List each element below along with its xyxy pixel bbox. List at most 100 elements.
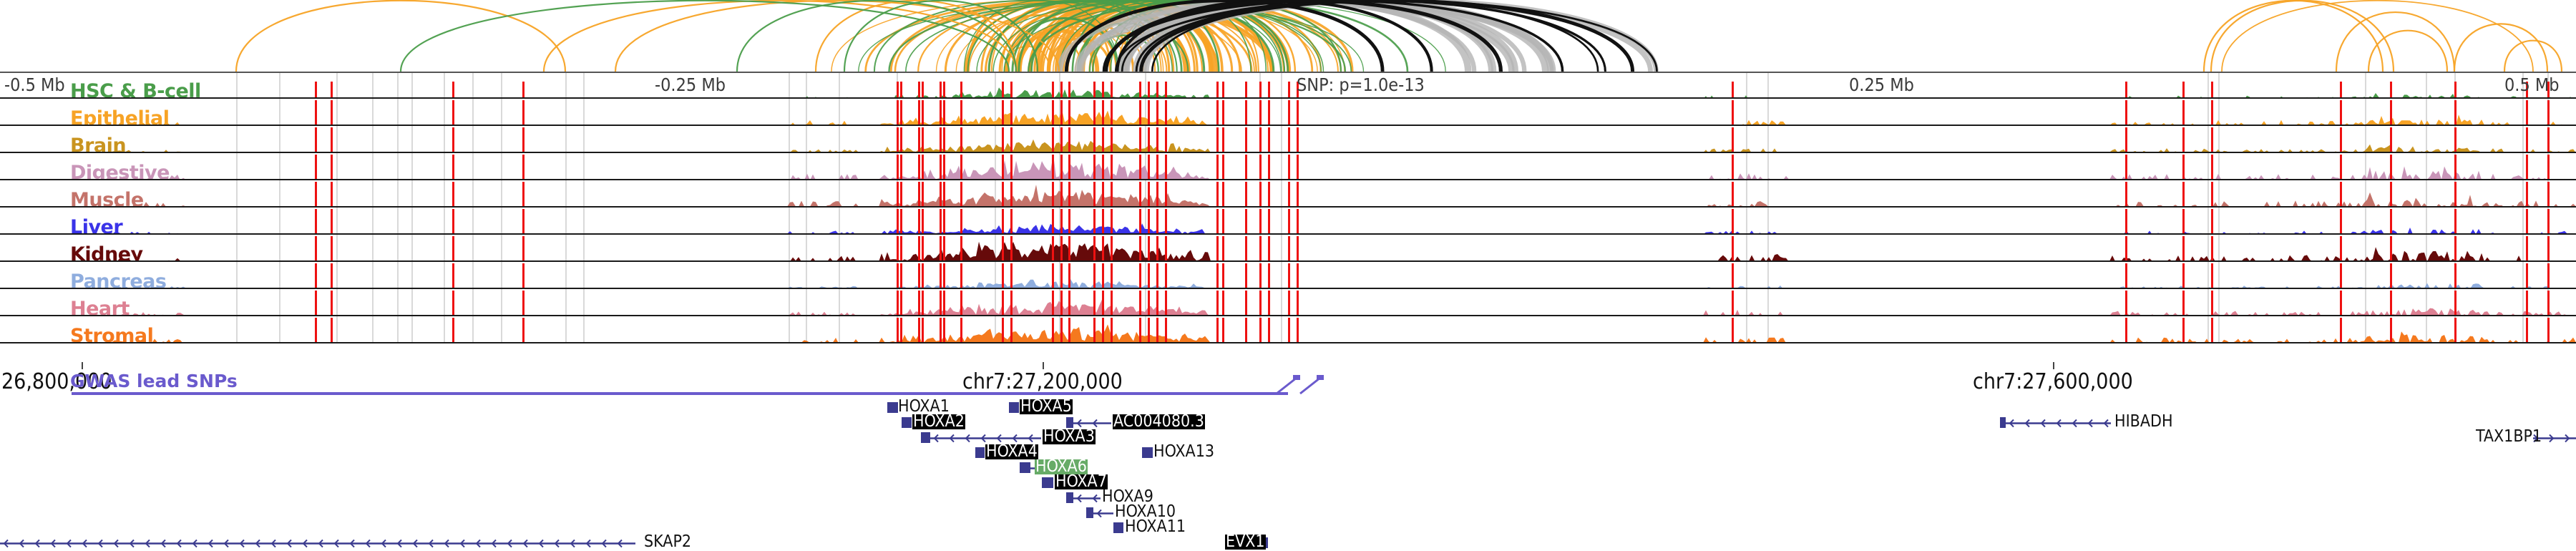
gene-hoxa2[interactable]: HOXA2 bbox=[0, 414, 2576, 431]
snp-marker[interactable] bbox=[1216, 291, 1219, 315]
gene-hoxa6[interactable]: HOXA6 bbox=[0, 459, 2576, 476]
snp-marker[interactable] bbox=[1216, 82, 1219, 97]
snp-marker[interactable] bbox=[2125, 236, 2127, 260]
snp-marker[interactable] bbox=[1060, 291, 1063, 315]
signal-track-hsc-b-cell[interactable]: HSC & B-cell -0.5 Mb -0.25 Mb SNP: p=1.0e-1… bbox=[0, 72, 2576, 99]
snp-marker[interactable] bbox=[1068, 291, 1070, 315]
snp-marker[interactable] bbox=[2125, 291, 2127, 315]
snp-marker[interactable] bbox=[960, 182, 962, 206]
snp-marker[interactable] bbox=[900, 291, 902, 315]
snp-marker[interactable] bbox=[1052, 127, 1054, 152]
snp-marker[interactable] bbox=[918, 318, 920, 342]
snp-marker[interactable] bbox=[1148, 100, 1150, 125]
snp-marker[interactable] bbox=[1060, 100, 1063, 125]
snp-marker[interactable] bbox=[1245, 263, 1247, 288]
snp-marker[interactable] bbox=[315, 263, 317, 288]
snp-marker[interactable] bbox=[2454, 182, 2457, 206]
snp-marker[interactable] bbox=[522, 100, 525, 125]
snp-marker[interactable] bbox=[2340, 263, 2342, 288]
snp-marker[interactable] bbox=[1052, 182, 1054, 206]
snp-marker[interactable] bbox=[922, 100, 924, 125]
snp-marker[interactable] bbox=[1297, 236, 1299, 260]
gene-label-hibadh[interactable]: HIBADH bbox=[2114, 412, 2173, 431]
gene-annotation-track[interactable]: HOXA1 HOXA5 HOXA2 AC004080.3 HOXA3 HOXA4 HOXA1… bbox=[0, 399, 2576, 550]
snp-marker[interactable] bbox=[900, 263, 902, 288]
snp-marker[interactable] bbox=[1245, 182, 1247, 206]
snp-marker[interactable] bbox=[1010, 318, 1013, 342]
snp-marker[interactable] bbox=[1222, 82, 1224, 97]
snp-marker[interactable] bbox=[1216, 155, 1219, 179]
snp-marker[interactable] bbox=[452, 209, 454, 233]
snp-marker[interactable] bbox=[331, 209, 333, 233]
snp-marker[interactable] bbox=[1139, 100, 1141, 125]
snp-marker[interactable] bbox=[918, 236, 920, 260]
snp-marker[interactable] bbox=[940, 209, 942, 233]
snp-marker[interactable] bbox=[1093, 155, 1096, 179]
snp-marker[interactable] bbox=[1297, 209, 1299, 233]
snp-marker[interactable] bbox=[1002, 318, 1004, 342]
snp-marker[interactable] bbox=[960, 82, 962, 97]
signal-track-epithelial[interactable]: Epithelial bbox=[0, 99, 2576, 126]
snp-marker[interactable] bbox=[1102, 291, 1104, 315]
snp-marker[interactable] bbox=[1216, 127, 1219, 152]
snp-marker[interactable] bbox=[918, 100, 920, 125]
snp-marker[interactable] bbox=[2340, 236, 2342, 260]
snp-marker[interactable] bbox=[2526, 155, 2528, 179]
gene-tax1bp1[interactable]: TAX1BP1 bbox=[0, 429, 2576, 446]
snp-marker[interactable] bbox=[2547, 155, 2550, 179]
snp-marker[interactable] bbox=[2390, 127, 2392, 152]
snp-marker[interactable] bbox=[1268, 100, 1270, 125]
snp-marker[interactable] bbox=[1093, 127, 1096, 152]
gene-label-hoxa7[interactable]: HOXA7 bbox=[1055, 472, 1108, 491]
signal-track-heart[interactable]: Heart bbox=[0, 289, 2576, 316]
snp-marker[interactable] bbox=[1093, 291, 1096, 315]
snp-marker[interactable] bbox=[1102, 209, 1104, 233]
snp-marker[interactable] bbox=[922, 318, 924, 342]
snp-marker[interactable] bbox=[1139, 318, 1141, 342]
snp-marker[interactable] bbox=[1222, 236, 1224, 260]
snp-marker[interactable] bbox=[1245, 209, 1247, 233]
snp-marker[interactable] bbox=[2211, 155, 2213, 179]
gene-hibadh[interactable]: HIBADH bbox=[0, 412, 2576, 431]
gene-label-hoxa4[interactable]: HOXA4 bbox=[985, 442, 1038, 461]
snp-marker[interactable] bbox=[1732, 291, 1734, 315]
snp-marker[interactable] bbox=[1259, 291, 1262, 315]
snp-marker[interactable] bbox=[1060, 263, 1063, 288]
snp-marker[interactable] bbox=[1148, 182, 1150, 206]
snp-marker[interactable] bbox=[315, 318, 317, 342]
snp-marker[interactable] bbox=[960, 127, 962, 152]
snp-marker[interactable] bbox=[1156, 100, 1158, 125]
snp-marker[interactable] bbox=[1245, 236, 1247, 260]
snp-marker[interactable] bbox=[1259, 127, 1262, 152]
snp-marker[interactable] bbox=[1268, 291, 1270, 315]
snp-marker[interactable] bbox=[1068, 236, 1070, 260]
snp-marker[interactable] bbox=[1111, 127, 1113, 152]
snp-marker[interactable] bbox=[1165, 82, 1167, 97]
snp-marker[interactable] bbox=[2547, 263, 2550, 288]
snp-marker[interactable] bbox=[1156, 127, 1158, 152]
snp-marker[interactable] bbox=[1052, 263, 1054, 288]
snp-marker[interactable] bbox=[315, 155, 317, 179]
snp-marker[interactable] bbox=[1732, 100, 1734, 125]
snp-marker[interactable] bbox=[897, 236, 899, 260]
snp-marker[interactable] bbox=[522, 318, 525, 342]
snp-marker[interactable] bbox=[2211, 318, 2213, 342]
snp-marker[interactable] bbox=[1297, 100, 1299, 125]
snp-marker[interactable] bbox=[2526, 100, 2528, 125]
snp-marker[interactable] bbox=[1268, 82, 1270, 97]
snp-marker[interactable] bbox=[2182, 155, 2185, 179]
snp-marker[interactable] bbox=[1002, 155, 1004, 179]
snp-marker[interactable] bbox=[2547, 82, 2550, 97]
snp-marker[interactable] bbox=[1060, 182, 1063, 206]
snp-marker[interactable] bbox=[1259, 318, 1262, 342]
snp-marker[interactable] bbox=[2125, 127, 2127, 152]
snp-marker[interactable] bbox=[1002, 291, 1004, 315]
snp-marker[interactable] bbox=[452, 318, 454, 342]
snp-marker[interactable] bbox=[943, 291, 945, 315]
snp-marker[interactable] bbox=[522, 182, 525, 206]
snp-marker[interactable] bbox=[943, 127, 945, 152]
gwas-lollipop-0[interactable] bbox=[1276, 375, 1300, 395]
snp-marker[interactable] bbox=[1002, 263, 1004, 288]
snp-marker[interactable] bbox=[1010, 82, 1013, 97]
snp-marker[interactable] bbox=[1002, 82, 1004, 97]
